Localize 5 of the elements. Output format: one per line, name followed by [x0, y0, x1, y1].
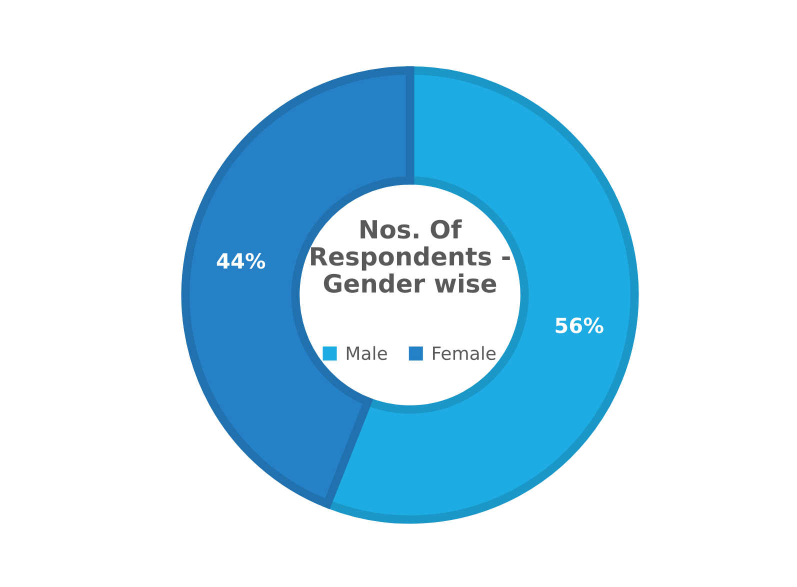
legend-label: Female	[433, 346, 496, 360]
data-label: 44%	[216, 253, 266, 269]
data-label: 56%	[556, 318, 604, 334]
text: Nos. Of Respondents - Gender wise	[311, 219, 510, 293]
legend-label: Male	[346, 346, 387, 360]
